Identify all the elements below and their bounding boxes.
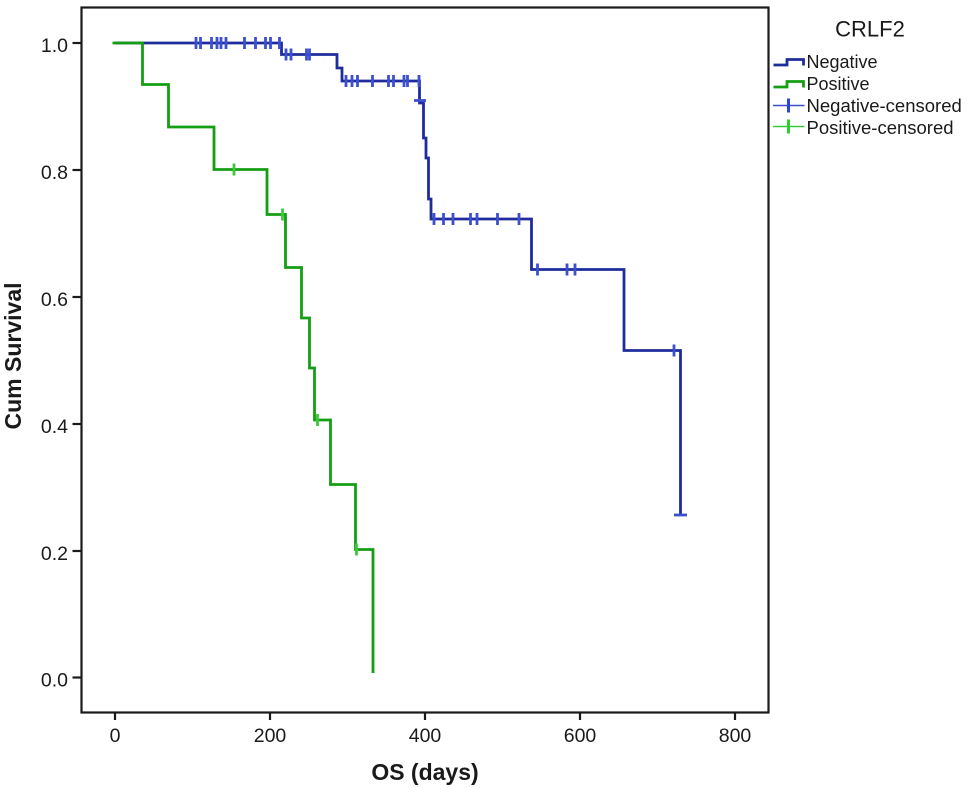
- svg-text:1.0: 1.0: [41, 35, 68, 57]
- svg-text:Negative: Negative: [807, 52, 878, 72]
- svg-text:Positive: Positive: [807, 74, 870, 94]
- svg-text:800: 800: [719, 725, 752, 747]
- svg-text:0.4: 0.4: [41, 416, 68, 438]
- svg-text:Negative-censored: Negative-censored: [807, 95, 962, 116]
- svg-text:200: 200: [254, 725, 287, 747]
- svg-text:0: 0: [110, 725, 121, 747]
- svg-text:0.2: 0.2: [41, 543, 68, 565]
- svg-text:OS (days): OS (days): [371, 759, 478, 785]
- svg-text:0.8: 0.8: [41, 162, 68, 184]
- svg-text:CRLF2: CRLF2: [835, 17, 905, 42]
- svg-text:0.6: 0.6: [41, 289, 68, 311]
- svg-text:Positive-censored: Positive-censored: [807, 117, 954, 138]
- svg-text:0.0: 0.0: [41, 670, 68, 692]
- svg-text:400: 400: [409, 725, 442, 747]
- svg-text:600: 600: [564, 725, 597, 747]
- svg-text:Cum Survival: Cum Survival: [0, 283, 26, 430]
